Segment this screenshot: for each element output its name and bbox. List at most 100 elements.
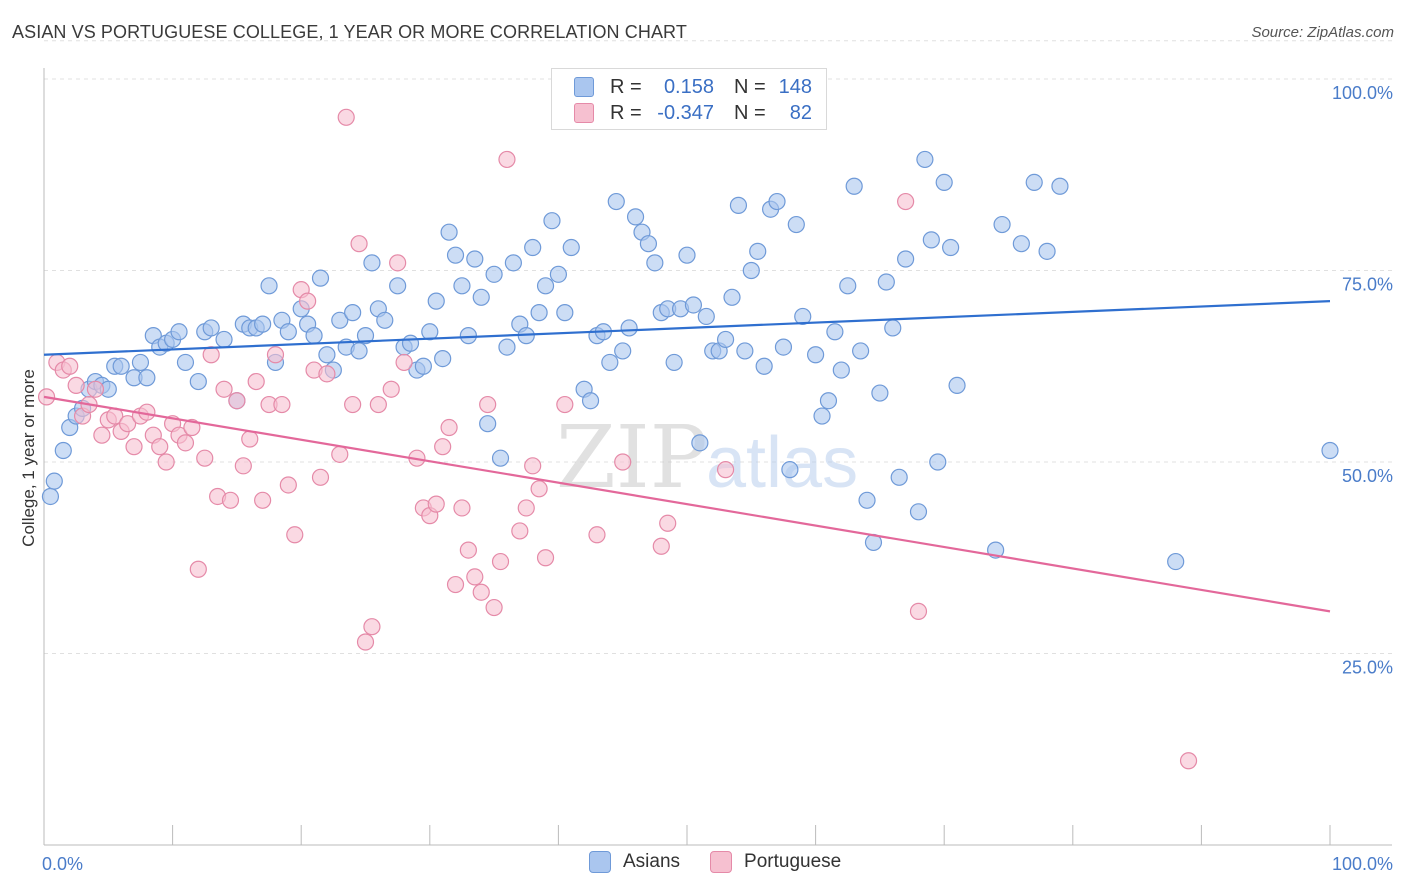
trend-lines <box>43 300 1331 613</box>
asian-point <box>1321 441 1339 460</box>
asian-point <box>839 277 857 295</box>
y-tick-label: 25.0% <box>1342 658 1393 678</box>
portuguese-point <box>530 480 548 498</box>
asian-point <box>485 265 503 283</box>
r-label: R = <box>610 75 642 98</box>
asian-point <box>176 353 195 372</box>
n-label: N = <box>734 75 766 98</box>
portuguese-point <box>472 583 490 601</box>
portuguese-point <box>286 526 304 544</box>
portuguese-point <box>356 633 375 651</box>
asian-point <box>536 277 555 295</box>
asian-point <box>852 342 870 360</box>
asian-point <box>389 277 407 295</box>
portuguese-point <box>466 568 484 586</box>
asian-point <box>787 215 805 234</box>
portuguese-point <box>202 346 220 364</box>
y-tick-label: 100.0% <box>1332 83 1393 103</box>
portuguese-point <box>311 468 330 486</box>
axes <box>43 68 1392 846</box>
asian-point <box>45 472 63 490</box>
x-tick-label: 100.0% <box>1332 854 1393 874</box>
portuguese-point <box>1179 752 1198 770</box>
portuguese-point <box>241 430 259 448</box>
portuguese-point <box>125 438 143 456</box>
portuguese-point <box>453 499 471 517</box>
portuguese-point <box>273 395 291 414</box>
portuguese-point <box>151 438 169 456</box>
asian-point <box>897 250 915 268</box>
asian-point <box>356 327 375 345</box>
portuguese-point <box>254 491 272 509</box>
portuguese-swatch <box>574 103 594 123</box>
portuguese-point <box>459 541 477 559</box>
source-label: Source: ZipAtlas.com <box>1251 24 1394 41</box>
portuguese-point <box>389 254 407 272</box>
asian-point <box>890 468 908 486</box>
portuguese-point <box>614 453 632 471</box>
asian-point <box>813 407 831 425</box>
asian-point <box>729 196 748 214</box>
asian-point <box>774 338 793 356</box>
asian-point <box>215 330 233 349</box>
asian-point <box>845 177 863 195</box>
portuguese-point <box>485 598 503 617</box>
portuguese-point <box>382 380 400 398</box>
asian-point <box>581 392 600 410</box>
portuguese-point <box>61 357 79 375</box>
asian-point <box>254 315 272 333</box>
asian-point <box>279 323 297 341</box>
asian-point <box>479 415 497 433</box>
portuguese-point <box>536 549 555 567</box>
portuguese-point <box>363 618 381 636</box>
portuguese-point <box>909 602 928 620</box>
asians-n-value: 148 <box>778 75 812 98</box>
asian-point <box>723 288 741 306</box>
asian-point <box>871 384 889 402</box>
portuguese-point <box>279 476 297 494</box>
asian-point <box>305 327 323 345</box>
y-tick-label: 75.0% <box>1342 275 1393 295</box>
asian-point <box>909 503 928 521</box>
asian-point <box>948 376 966 394</box>
portuguese-point <box>331 445 349 463</box>
portuguese-point <box>498 150 516 169</box>
asian-point <box>472 288 490 306</box>
asian-point <box>311 269 330 287</box>
asians-legend-label: Asians <box>623 851 681 872</box>
asian-point <box>376 311 394 329</box>
portuguese-point <box>118 415 137 433</box>
asian-point <box>935 173 953 192</box>
legend-item-portuguese[interactable]: Portuguese <box>710 851 841 873</box>
asian-point <box>858 491 876 509</box>
portuguese-point <box>446 575 465 594</box>
portuguese-point <box>337 108 355 126</box>
asian-point <box>54 441 72 460</box>
asian-point <box>543 212 561 230</box>
asian-point <box>504 254 522 272</box>
asian-point <box>736 342 754 360</box>
portuguese-point <box>491 552 510 571</box>
asian-point <box>350 342 368 360</box>
asian-point <box>607 192 625 211</box>
legend-item-asians[interactable]: Asians <box>589 851 680 873</box>
asian-point <box>993 215 1011 234</box>
portuguese-point <box>215 380 233 398</box>
legend-row-asians: R = 0.158 N = 148 <box>574 74 812 100</box>
watermark-zip: ZIP <box>556 408 708 508</box>
asians-r-value: 0.158 <box>663 75 714 98</box>
asian-point <box>691 434 709 452</box>
portuguese-point <box>93 426 111 444</box>
asian-point <box>138 369 156 387</box>
asian-point <box>170 323 188 341</box>
watermark-atlas: atlas <box>706 423 858 503</box>
asian-point <box>929 453 947 471</box>
portuguese-n-value: 82 <box>789 101 812 124</box>
asian-point <box>427 292 445 310</box>
asian-point <box>453 277 471 295</box>
asian-point <box>942 238 960 257</box>
asian-point <box>446 246 465 264</box>
portuguese-point <box>716 461 735 479</box>
portuguese-point <box>228 392 246 410</box>
